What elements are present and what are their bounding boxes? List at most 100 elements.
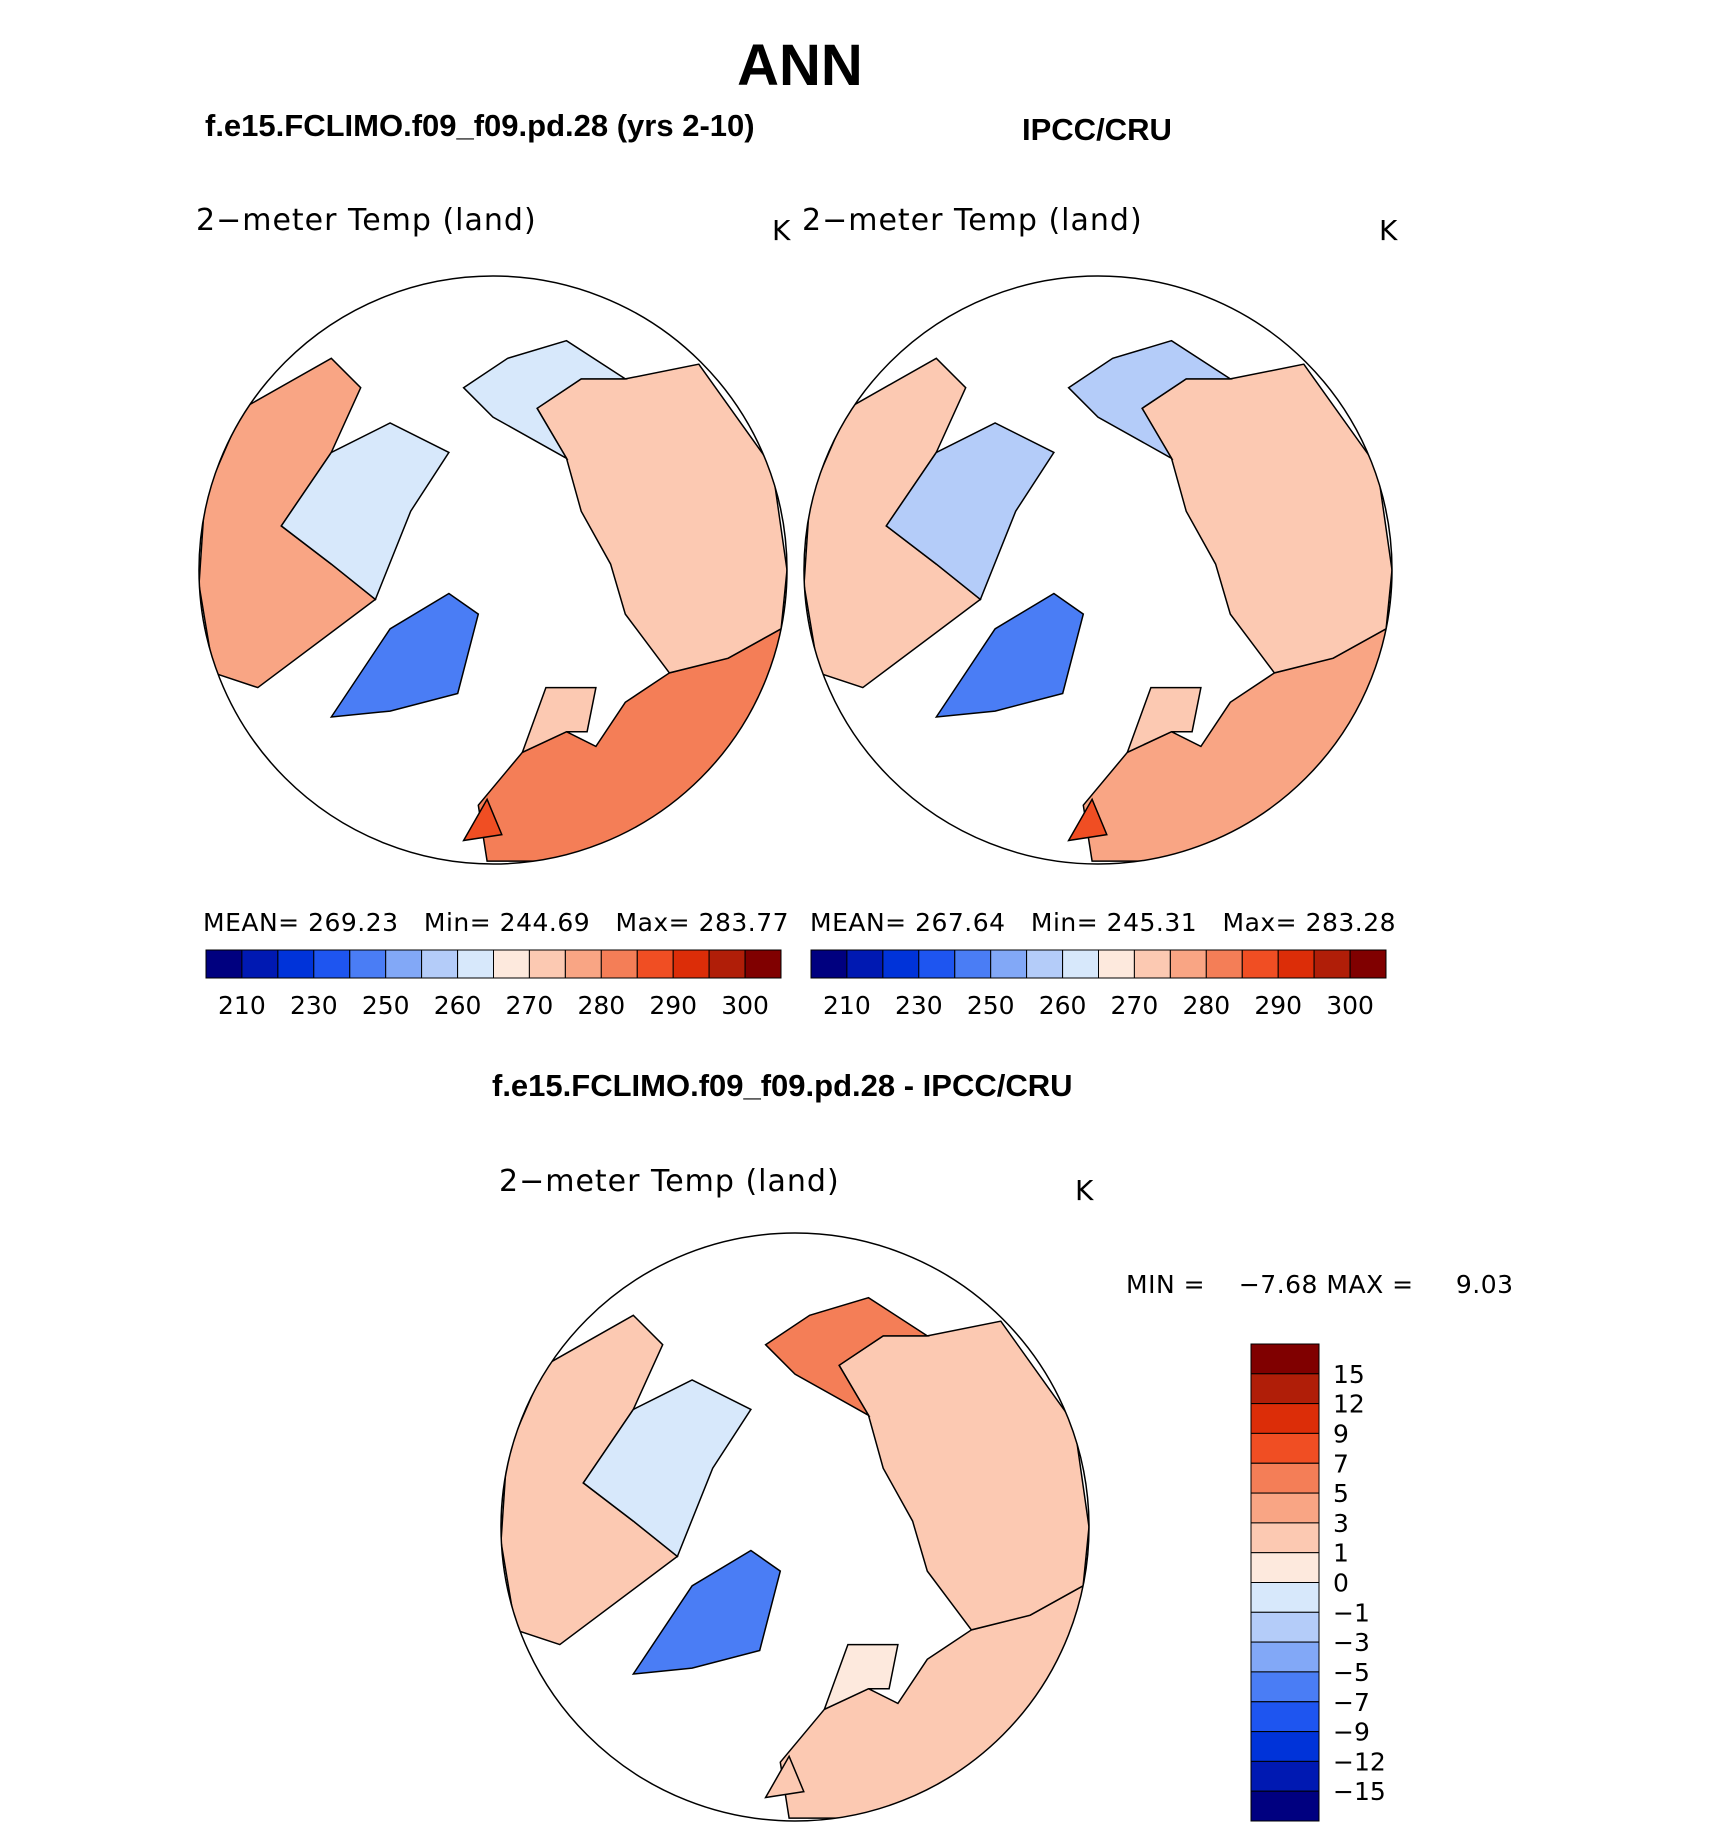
land-canada xyxy=(885,422,1055,601)
land-scand xyxy=(823,1643,899,1711)
colorbar-swatch xyxy=(1026,949,1063,979)
colorbar-swatch xyxy=(205,949,243,979)
panel-1-stats: MEAN= 269.23 Min= 244.69 Max= 283.77 xyxy=(203,908,789,937)
land-greenland xyxy=(631,1549,782,1675)
map-boundary xyxy=(500,1232,1090,1822)
panel-3-stats: MIN = −7.68 MAX = 9.03 xyxy=(1126,1270,1514,1299)
panel-3-title: f.e15.FCLIMO.f09_f09.pd.28 - IPCC/CRU xyxy=(492,1068,1073,1103)
panel-2-variable-label: 2−meter Temp (land) xyxy=(802,203,1143,238)
colorbar-swatch xyxy=(1313,949,1351,979)
colorbar-swatch xyxy=(1250,1432,1320,1464)
colorbar-swatch xyxy=(1098,949,1135,979)
panel-2-title: IPCC/CRU xyxy=(1022,112,1172,147)
colorbar-swatch xyxy=(600,949,638,979)
colorbar-swatch xyxy=(1250,1790,1320,1822)
colorbar-swatch xyxy=(385,949,423,979)
panel-3-units: K xyxy=(1075,1174,1094,1207)
colorbar-tick-label: −3 xyxy=(1333,1628,1370,1657)
land-siberia xyxy=(1067,339,1233,461)
colorbar-swatch xyxy=(1250,1522,1320,1554)
colorbar-tick-label: −1 xyxy=(1333,1598,1370,1627)
max-value: 283.77 xyxy=(698,908,790,937)
colorbar-tick-label: 280 xyxy=(577,991,625,1020)
min-label: Min= xyxy=(1030,908,1099,937)
land-canada xyxy=(582,1379,752,1558)
colorbar-tick-label: 1 xyxy=(1333,1539,1349,1568)
colorbar-swatch xyxy=(1250,1552,1320,1583)
colorbar-swatch xyxy=(1277,949,1315,979)
colorbar-tick-label: 7 xyxy=(1333,1449,1349,1478)
panel-1-units: K xyxy=(772,214,791,247)
colorbar-tick-label: 270 xyxy=(1111,991,1159,1020)
colorbar-tick-label: 280 xyxy=(1182,991,1230,1020)
colorbar-swatch xyxy=(1133,949,1171,979)
panel-1-title: f.e15.FCLIMO.f09_f09.pd.28 (yrs 2-10) xyxy=(205,108,755,143)
colorbar-swatch xyxy=(1250,1731,1320,1762)
colorbar-swatch xyxy=(1250,1671,1320,1703)
min-value: −7.68 xyxy=(1238,1270,1318,1299)
colorbar-swatch xyxy=(421,949,459,979)
colorbar-swatch xyxy=(1250,1492,1320,1524)
colorbar-tick-label: 260 xyxy=(1039,991,1087,1020)
land-siberia xyxy=(462,339,628,461)
land-asia xyxy=(536,363,787,674)
land-layer xyxy=(804,339,1392,862)
colorbar-swatch xyxy=(528,949,566,979)
colorbar-swatch xyxy=(241,949,279,979)
panel-2-stats: MEAN= 267.64 Min= 245.31 Max= 283.28 xyxy=(810,908,1396,937)
colorbar-swatch xyxy=(1349,949,1387,979)
colorbar-tick-label: 300 xyxy=(721,991,769,1020)
colorbar-tick-label: 5 xyxy=(1333,1479,1349,1508)
land-scand xyxy=(1126,686,1202,754)
colorbar-tick-label: 230 xyxy=(895,991,943,1020)
colorbar-tick-label: 300 xyxy=(1326,991,1374,1020)
colorbar-tick-label: 9 xyxy=(1333,1419,1349,1448)
colorbar-tick-label: 15 xyxy=(1333,1360,1365,1389)
season-title: ANN xyxy=(737,33,863,98)
land-greenland xyxy=(329,592,480,718)
mean-label: MEAN= xyxy=(810,908,907,937)
colorbar-tick-label: 290 xyxy=(649,991,697,1020)
colorbar-tick-label: 250 xyxy=(967,991,1015,1020)
colorbar-tick-label: 12 xyxy=(1333,1390,1365,1419)
colorbar-swatch xyxy=(672,949,710,979)
colorbar-swatch xyxy=(708,949,746,979)
colorbar-swatch xyxy=(1250,1403,1320,1434)
colorbar-tick-label: 3 xyxy=(1333,1509,1349,1538)
colorbar-tick-label: −5 xyxy=(1333,1658,1370,1687)
max-value: 9.03 xyxy=(1455,1270,1514,1299)
land-europe xyxy=(477,627,782,862)
land-scand xyxy=(521,686,597,754)
colorbar-panel-1: 210 230 250 260 270 280 290 300 xyxy=(205,949,782,1020)
colorbar-swatch xyxy=(846,949,884,979)
min-label: Min= xyxy=(423,908,492,937)
colorbar-swatch xyxy=(918,949,956,979)
colorbar-tick-label: 210 xyxy=(218,991,266,1020)
max-label: Max= xyxy=(1222,908,1298,937)
colorbar-swatch xyxy=(1250,1462,1320,1494)
mean-value: 267.64 xyxy=(915,908,1006,937)
colorbar-swatch xyxy=(636,949,674,979)
colorbar-swatch xyxy=(1250,1373,1320,1405)
colorbar-swatch xyxy=(1205,949,1243,979)
land-asia xyxy=(838,1320,1089,1631)
colorbar-tick-label: 260 xyxy=(434,991,482,1020)
colorbar-tick-label: 230 xyxy=(290,991,338,1020)
max-label: MAX = xyxy=(1326,1270,1414,1299)
mean-value: 269.23 xyxy=(308,908,399,937)
colorbar-swatch xyxy=(990,949,1028,979)
colorbar-swatch xyxy=(277,949,315,979)
colorbar-tick-label: 210 xyxy=(823,991,871,1020)
map-boundary xyxy=(803,275,1393,865)
colorbar-swatch xyxy=(1250,1582,1320,1613)
colorbar-swatch xyxy=(1250,1641,1320,1673)
colorbar-swatch xyxy=(882,949,920,979)
colorbar-swatch xyxy=(1250,1760,1320,1792)
colorbar-swatch xyxy=(493,949,530,979)
panel-2-units: K xyxy=(1379,214,1398,247)
min-value: 245.31 xyxy=(1106,908,1198,937)
land-layer xyxy=(501,1296,1089,1819)
colorbar-swatch xyxy=(1250,1343,1320,1375)
